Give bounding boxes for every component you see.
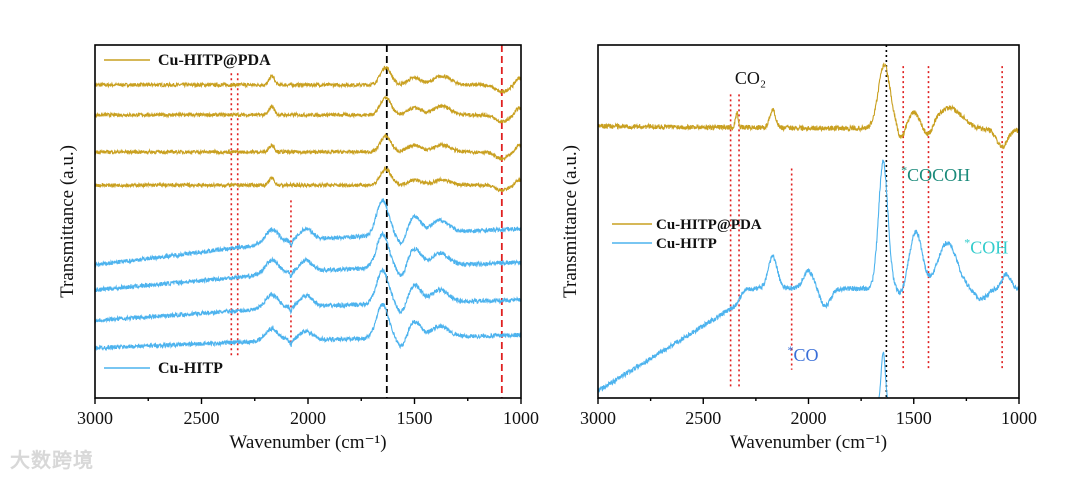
annotation-star: * (901, 163, 907, 177)
series-cu-hitp-6 (95, 267, 521, 324)
x-tick-label: 2000 (290, 408, 326, 428)
annotation-star: * (964, 235, 970, 249)
series-cu-hitp-1 (598, 159, 1019, 394)
series-cu-hitp-4 (95, 198, 521, 269)
series-cu-hitp-5 (95, 230, 521, 293)
legend-label: Cu-HITP (158, 360, 223, 377)
annotation-text: CO (793, 345, 818, 365)
x-tick-label: 3000 (77, 408, 113, 428)
annotation-co: *CO (787, 343, 818, 365)
series-cu-hitp-2 (878, 351, 889, 398)
annotation-text: COCOH (907, 165, 970, 185)
series-cu-hitp-pda-0 (598, 62, 1019, 150)
x-tick-label: 3000 (580, 408, 616, 428)
legend-label: Cu-HITP (656, 236, 717, 252)
x-tick-label: 1500 (397, 408, 433, 428)
x-tick-label: 1500 (896, 408, 932, 428)
legend-label: Cu-HITP@PDA (158, 52, 271, 69)
x-tick-label: 1000 (503, 408, 539, 428)
panel-left: 3000 2500 2000 1500 1000 Wavenumber (cm⁻¹) Tra… (57, 44, 539, 453)
y-axis-label: Transmittance (a.u.) (560, 145, 581, 298)
panel-right: 3000 2500 2000 1500 1000 Wavenumber (cm⁻¹) Tra… (560, 44, 1037, 453)
watermark: 大数跨境 (10, 448, 94, 472)
series-cu-hitp-pda-1 (95, 95, 521, 124)
annotation-star: * (787, 343, 793, 357)
legend-label: Cu-HITP@PDA (656, 217, 762, 233)
series-cu-hitp-pda-3 (95, 165, 521, 193)
x-axis-label: Wavenumber (cm⁻¹) (730, 432, 887, 453)
x-tick-label: 2500 (685, 408, 721, 428)
series-cu-hitp-pda-0 (95, 65, 521, 95)
annotation-co: CO₂ (735, 68, 766, 88)
annotation-text: COH (970, 237, 1008, 257)
x-tick-label: 2000 (791, 408, 827, 428)
x-tick-label: 1000 (1001, 408, 1037, 428)
annotation-coh: *COH (964, 235, 1008, 257)
series-cu-hitp-7 (95, 302, 521, 352)
x-tick-label: 2500 (184, 408, 220, 428)
annotation-text: CO₂ (735, 68, 766, 88)
y-axis-label: Transmittance (a.u.) (57, 145, 78, 298)
x-axis-label: Wavenumber (cm⁻¹) (229, 432, 386, 453)
annotation-cocoh: *COCOH (901, 163, 970, 185)
series-cu-hitp-pda-2 (95, 132, 521, 162)
